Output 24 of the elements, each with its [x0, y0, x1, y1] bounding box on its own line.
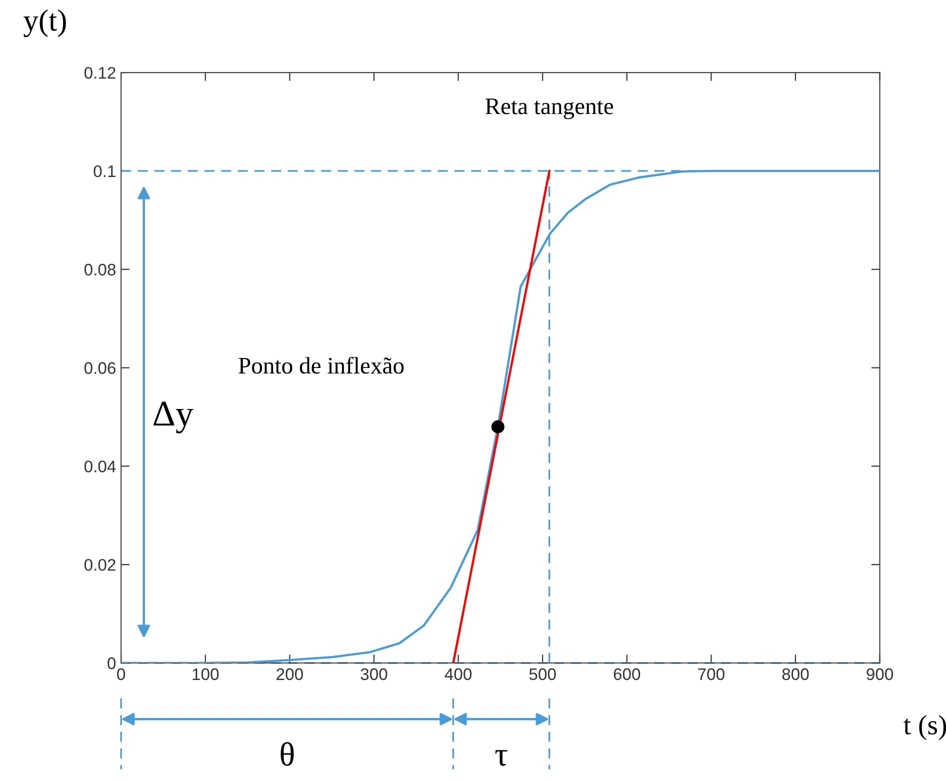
- annotation: Reta tangente: [485, 98, 614, 120]
- x-tick-label: 800: [782, 668, 809, 680]
- annotation: Ponto de inflexão: [238, 356, 404, 374]
- y-tick-label: 0.12: [84, 66, 116, 79]
- x-tick-label: 200: [276, 668, 303, 680]
- x-tick-label: 700: [698, 668, 724, 680]
- x-tick-label: 300: [360, 668, 388, 680]
- annotation: Δy: [154, 402, 194, 434]
- y-tick-label: 0.08: [84, 264, 116, 276]
- x-tick-label: 100: [192, 668, 219, 680]
- y-tick-label: 0.04: [84, 460, 116, 472]
- y-tick-label: 0.02: [84, 558, 116, 571]
- y-tick-label: 0.1: [94, 165, 116, 178]
- text: τ: [495, 750, 508, 766]
- x-tick-label: 600: [614, 668, 640, 680]
- x-tick-label: 500: [529, 668, 556, 680]
- y-tick-label: 0: [108, 657, 116, 670]
- x-tick-label: 0: [117, 668, 126, 680]
- x-tick-label: 400: [444, 668, 472, 680]
- y-axis-title: y(t): [24, 9, 66, 38]
- x-axis-title: t (s): [904, 714, 946, 740]
- y-tick-label: 0.06: [84, 362, 116, 374]
- x-tick-label: 900: [866, 668, 894, 680]
- text: θ: [280, 742, 294, 766]
